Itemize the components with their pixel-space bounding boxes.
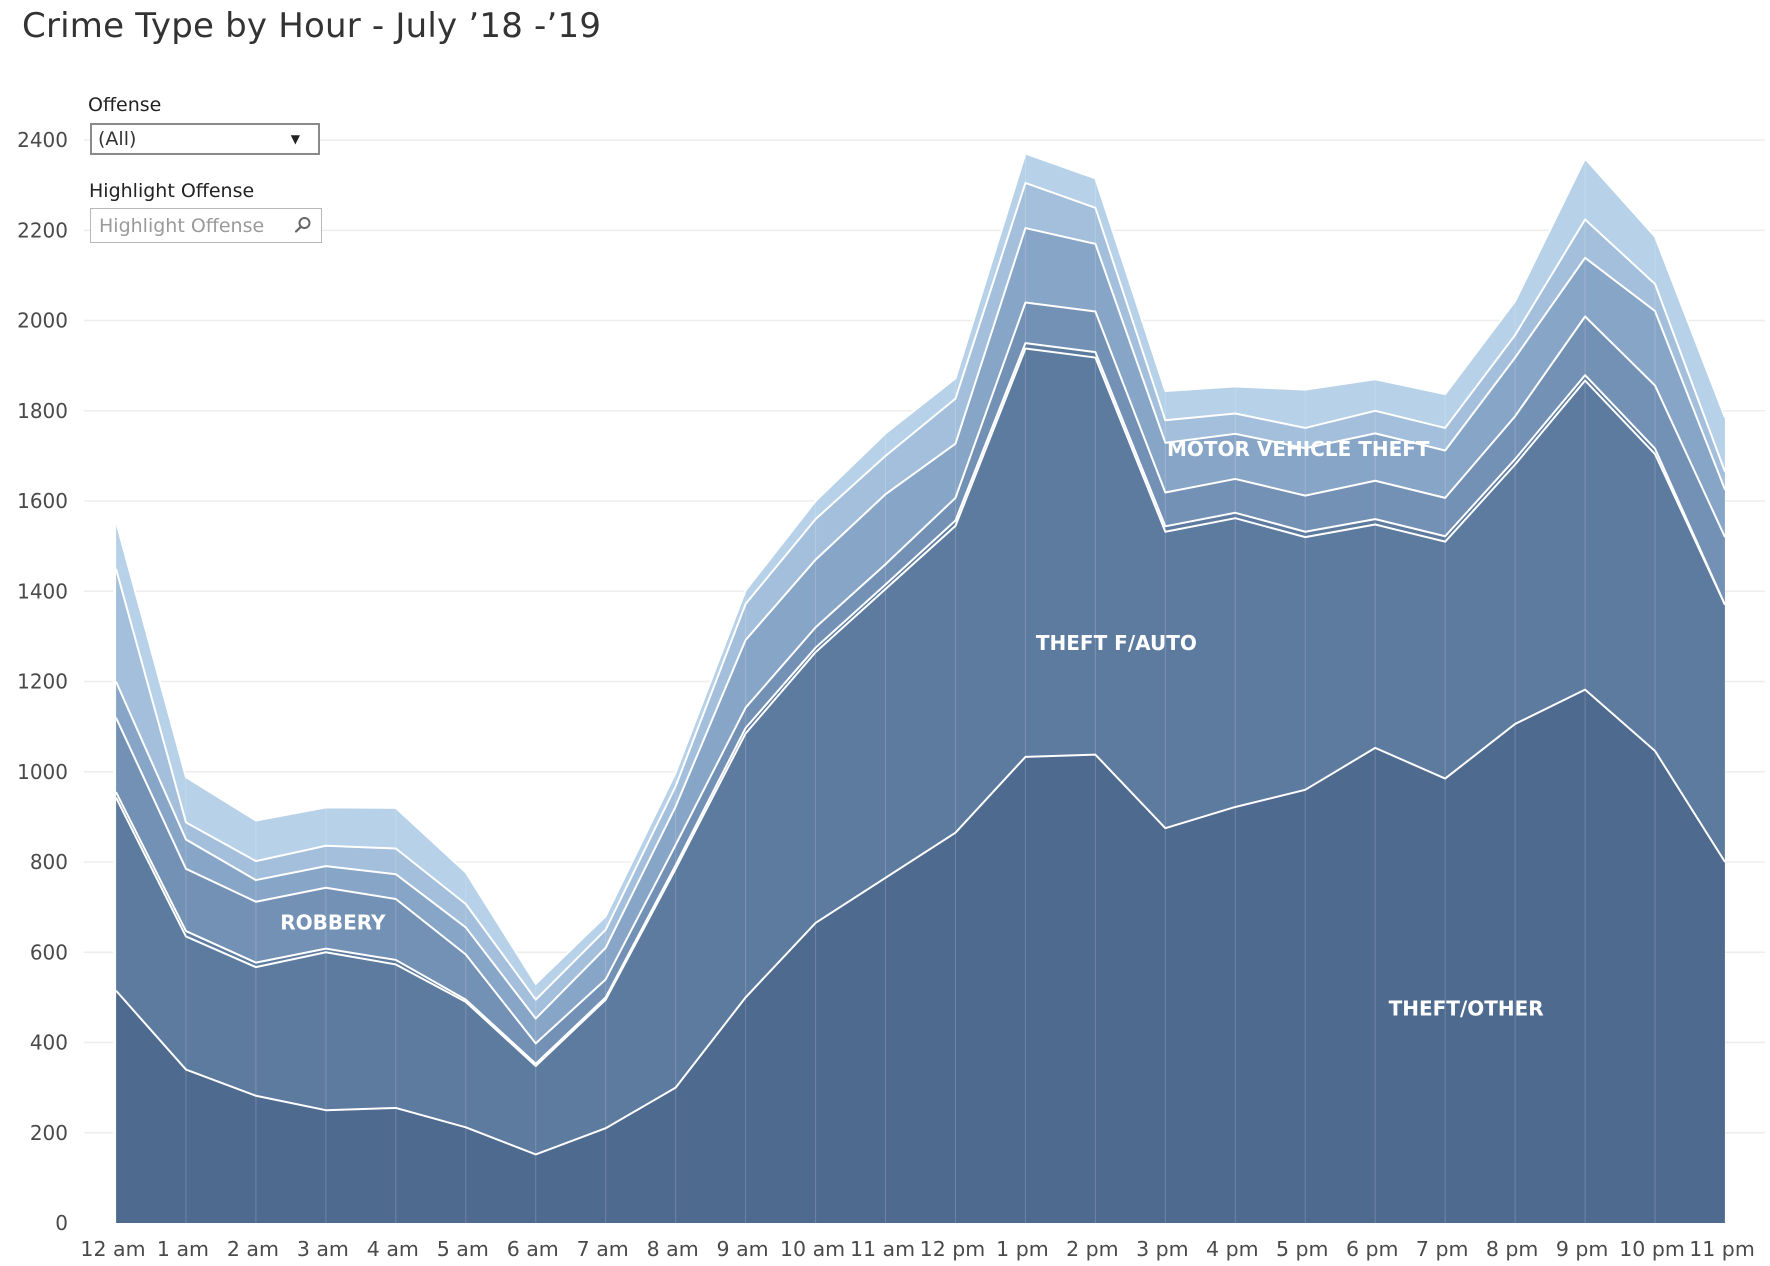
x-tick-label: 10 am <box>780 1237 845 1261</box>
area-series-theft-f-auto[interactable] <box>116 348 1725 1155</box>
highlight-search-input[interactable] <box>97 210 291 242</box>
offense-dropdown-value: (All) <box>98 128 137 150</box>
x-tick-label: 11 pm <box>1689 1237 1755 1261</box>
x-tick-label: 4 pm <box>1206 1237 1259 1261</box>
area-series <box>116 153 1725 1223</box>
area-series-motor-vehicle-theft[interactable] <box>116 228 1725 1044</box>
y-axis-tick-labels: 0 200 400 600 800 1000 1200 1400 1600 1800 2000 220… <box>17 128 68 1235</box>
area-series-layer-6[interactable] <box>116 153 1725 1000</box>
x-tick-label: 6 am <box>507 1237 559 1261</box>
search-icon[interactable] <box>293 215 313 235</box>
x-tick-label: 3 am <box>297 1237 349 1261</box>
y-tick-label: 800 <box>30 850 68 874</box>
x-tick-label: 12 pm <box>920 1237 986 1261</box>
y-tick-label: 2400 <box>17 128 68 152</box>
series-separator-line <box>115 181 1726 1001</box>
area-series-layer-5[interactable] <box>116 182 1725 1019</box>
x-tick-label: 3 pm <box>1136 1237 1189 1261</box>
series-label: MOTOR VEHICLE THEFT <box>1167 437 1430 461</box>
chart-title: Crime Type by Hour - July ’18 -’19 <box>22 6 602 46</box>
y-tick-label: 400 <box>30 1031 68 1055</box>
series-separator-line <box>115 688 1726 1156</box>
x-tick-label: 7 pm <box>1416 1237 1469 1261</box>
y-tick-label: 1400 <box>17 579 68 603</box>
series-separator-line <box>115 301 1726 1045</box>
y-tick-label: 2000 <box>17 309 68 333</box>
x-axis-tick-labels: 12 am 1 am 2 am 3 am 4 am 5 am 6 am 7 am 8 am 9 a… <box>80 1237 1754 1261</box>
series-separator-line <box>115 227 1726 1020</box>
series-label: THEFT/OTHER <box>1389 996 1544 1020</box>
y-tick-label: 2200 <box>17 218 68 242</box>
x-tick-label: 2 am <box>227 1237 279 1261</box>
series-separator-line <box>115 342 1726 1065</box>
series-label: THEFT F/AUTO <box>1036 631 1197 655</box>
x-tick-label: 1 pm <box>996 1237 1049 1261</box>
y-tick-label: 1200 <box>17 670 68 694</box>
x-tick-label: 5 pm <box>1276 1237 1329 1261</box>
y-tick-label: 1800 <box>17 399 68 423</box>
x-tick-label: 9 pm <box>1556 1237 1609 1261</box>
highlight-search-box[interactable] <box>90 208 322 243</box>
y-tick-label: 600 <box>30 940 68 964</box>
x-tick-label: 1 am <box>157 1237 209 1261</box>
series-labels: THEFT/OTHER THEFT F/AUTO ROBBERY MOTOR VEHI… <box>280 437 1544 1021</box>
x-tick-label: 8 pm <box>1486 1237 1539 1261</box>
offense-filter-label: Offense <box>88 94 162 116</box>
series-label: ROBBERY <box>280 911 386 935</box>
highlight-filter-label: Highlight Offense <box>89 180 255 202</box>
x-tick-label: 2 pm <box>1066 1237 1119 1261</box>
series-separator-lines <box>113 152 1726 1223</box>
x-tick-label: 4 am <box>367 1237 419 1261</box>
x-tick-label: 7 am <box>577 1237 629 1261</box>
x-tick-label: 11 am <box>850 1237 915 1261</box>
y-tick-label: 1000 <box>17 760 68 784</box>
x-tick-label: 12 am <box>80 1237 145 1261</box>
x-tick-label: 10 pm <box>1619 1237 1685 1261</box>
y-tick-label: 200 <box>30 1121 68 1145</box>
x-tick-label: 5 am <box>437 1237 489 1261</box>
y-tick-label: 1600 <box>17 489 68 513</box>
hour-column-lines <box>115 153 1726 1223</box>
x-tick-label: 9 am <box>717 1237 769 1261</box>
x-tick-label: 8 am <box>647 1237 699 1261</box>
series-separator-line <box>115 152 1726 985</box>
series-separator-line <box>115 347 1726 1067</box>
area-series-theft-other[interactable] <box>116 689 1725 1223</box>
x-tick-label: 6 pm <box>1346 1237 1399 1261</box>
dropdown-arrow-icon[interactable]: ▼ <box>290 132 300 146</box>
y-tick-label: 0 <box>55 1211 68 1235</box>
offense-dropdown[interactable]: (All) ▼ <box>90 123 320 155</box>
